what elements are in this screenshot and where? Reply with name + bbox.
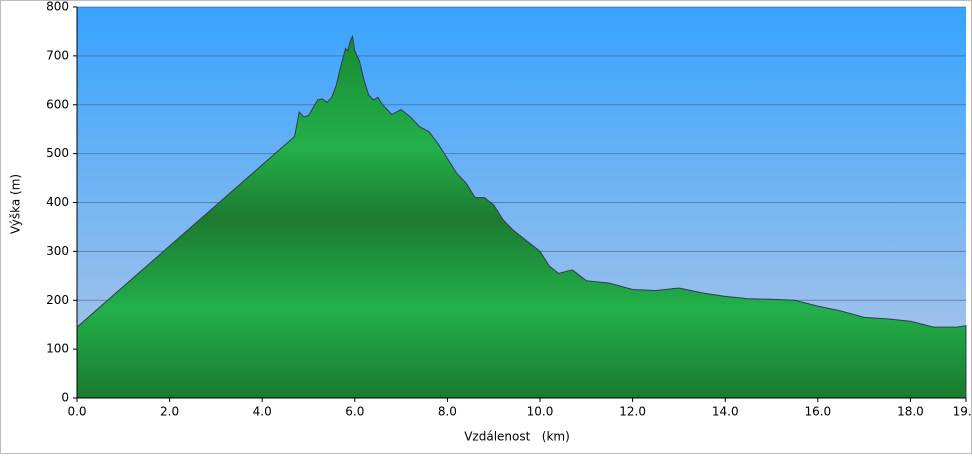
y-axis-label: Výška (m) [9, 174, 23, 234]
y-tick-label: 500 [46, 146, 69, 160]
x-tick-label: 14.0 [712, 405, 739, 419]
x-tick-label: 19.2 [953, 405, 972, 419]
x-tick-label: 6.0 [345, 405, 364, 419]
x-tick-label: 10.0 [527, 405, 554, 419]
x-axis-label: Vzdálenost (km) [464, 430, 570, 444]
y-tick-label: 400 [46, 195, 69, 209]
y-tick-label: 700 [46, 48, 69, 62]
x-tick-label: 18.0 [897, 405, 924, 419]
x-tick-label: 2.0 [160, 405, 179, 419]
x-tick-label: 0.0 [67, 405, 86, 419]
y-tick-label: 300 [46, 244, 69, 258]
y-tick-label: 0 [61, 391, 69, 405]
y-tick-label: 800 [46, 0, 69, 14]
x-tick-label: 12.0 [619, 405, 646, 419]
x-tick-label: 16.0 [804, 405, 831, 419]
x-tick-label: 8.0 [438, 405, 457, 419]
y-tick-label: 600 [46, 97, 69, 111]
x-tick-label: 4.0 [253, 405, 272, 419]
y-tick-label: 200 [46, 293, 69, 307]
area [76, 34, 967, 399]
y-tick-label: 100 [46, 342, 69, 356]
